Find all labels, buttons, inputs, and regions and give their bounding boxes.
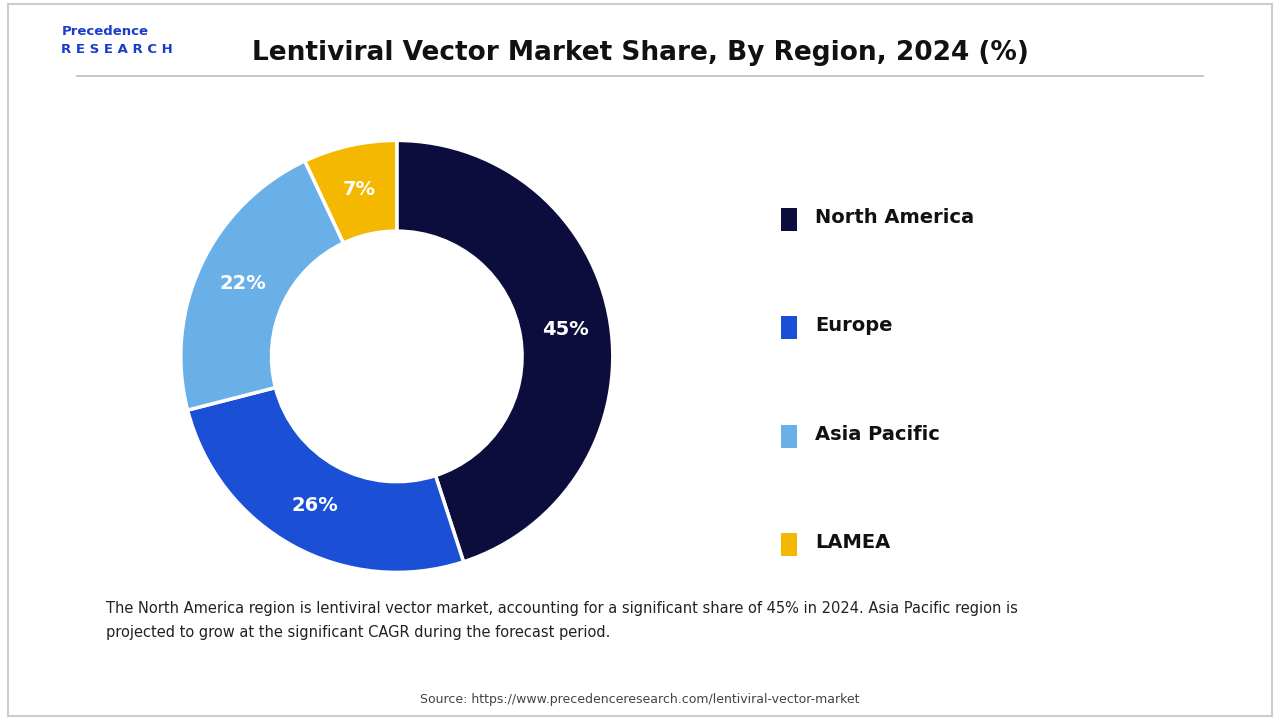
- Wedge shape: [180, 161, 343, 410]
- Text: Europe: Europe: [815, 316, 893, 335]
- Text: Precedence
R E S E A R C H: Precedence R E S E A R C H: [61, 25, 173, 56]
- Text: LAMEA: LAMEA: [815, 534, 891, 552]
- Wedge shape: [305, 140, 397, 243]
- Wedge shape: [397, 140, 613, 562]
- Text: 45%: 45%: [541, 320, 589, 339]
- FancyBboxPatch shape: [781, 425, 797, 448]
- Text: 22%: 22%: [219, 274, 266, 293]
- Text: 7%: 7%: [343, 181, 376, 199]
- FancyBboxPatch shape: [781, 207, 797, 230]
- Text: Lentiviral Vector Market Share, By Region, 2024 (%): Lentiviral Vector Market Share, By Regio…: [252, 40, 1028, 66]
- FancyBboxPatch shape: [781, 316, 797, 339]
- Wedge shape: [188, 387, 463, 572]
- FancyBboxPatch shape: [781, 534, 797, 557]
- Text: Asia Pacific: Asia Pacific: [815, 425, 941, 444]
- Text: The North America region is lentiviral vector market, accounting for a significa: The North America region is lentiviral v…: [106, 601, 1018, 640]
- Text: North America: North America: [815, 207, 974, 227]
- Text: Source: https://www.precedenceresearch.com/lentiviral-vector-market: Source: https://www.precedenceresearch.c…: [420, 693, 860, 706]
- Text: 26%: 26%: [292, 496, 338, 516]
